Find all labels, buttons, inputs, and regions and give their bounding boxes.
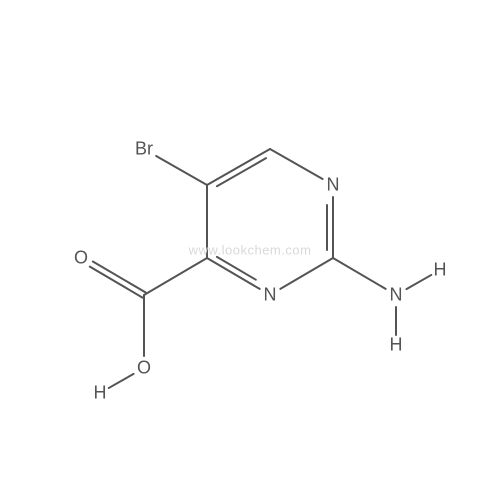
atom-label-br: Br: [135, 139, 153, 160]
atom-label-n3: N: [264, 285, 277, 306]
atom-label-h2: H: [390, 335, 403, 356]
atom-label-nam: N: [390, 285, 403, 306]
watermark: www.lookchem.com: [189, 243, 312, 258]
atom-label-od: O: [74, 248, 88, 269]
atom-label-oh: O: [137, 358, 151, 379]
atom-label-n1: N: [327, 175, 340, 196]
atom-label-hoh: H: [94, 383, 107, 404]
atom-label-h1: H: [434, 260, 447, 281]
molecule-canvas: Br N N O O H N H H www.lookchem.com: [0, 0, 500, 500]
